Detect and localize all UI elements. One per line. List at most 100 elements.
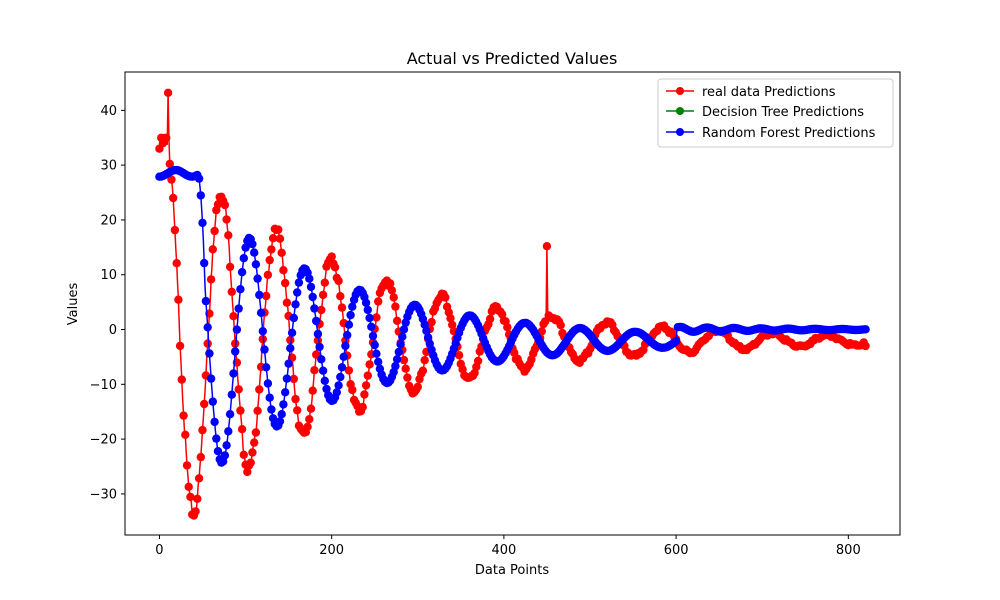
random-forest-series-point — [372, 349, 381, 358]
x-axis-label: Data Points — [475, 563, 549, 578]
real-data-series-point — [275, 234, 285, 243]
real-data-series-point — [374, 297, 383, 306]
random-forest-series-point — [250, 248, 259, 257]
random-forest-series-point — [265, 393, 274, 402]
random-forest-series-point — [212, 434, 221, 443]
real-data-series-point — [274, 225, 283, 234]
real-data-series-point — [313, 336, 323, 345]
random-forest-series-point — [363, 305, 372, 315]
random-forest-series-point — [222, 441, 231, 450]
real-data-series-point — [413, 382, 422, 392]
real-data-series-point — [473, 356, 483, 366]
real-data-series-point — [485, 314, 495, 324]
x-tick-label: 0 — [155, 543, 163, 558]
random-forest-series-point — [396, 340, 405, 349]
real-data-series-point — [222, 215, 231, 224]
real-data-series-point — [174, 295, 183, 304]
random-forest-series-point — [392, 355, 402, 364]
real-data-series-point — [391, 302, 400, 311]
random-forest-series-point — [332, 388, 341, 397]
real-data-series-point — [503, 323, 512, 332]
random-forest-series-point — [671, 336, 681, 346]
random-forest-series-point — [398, 332, 407, 341]
random-forest-series-point — [231, 347, 240, 356]
real-data-series-point — [327, 252, 336, 261]
legend-label-random-forest: Random Forest Predictions — [702, 126, 876, 141]
real-data-series-point — [167, 175, 176, 184]
random-forest-series-point — [294, 278, 304, 287]
random-forest-series-point — [251, 260, 261, 269]
random-forest-series-point — [370, 340, 379, 350]
legend-marker-random-forest — [676, 128, 684, 136]
random-forest-series-point — [281, 388, 290, 397]
random-forest-series-point — [334, 381, 343, 390]
x-tick-label: 600 — [664, 543, 689, 558]
real-data-series-point — [229, 312, 238, 321]
random-forest-series-point — [258, 327, 267, 336]
legend-marker-decision-tree — [676, 107, 684, 115]
y-tick-label: −30 — [90, 487, 117, 502]
random-forest-series-point — [248, 239, 257, 249]
real-data-series-point — [336, 292, 345, 301]
real-data-series-point — [265, 255, 274, 265]
random-forest-series-point — [344, 320, 354, 329]
real-data-series-point — [279, 266, 288, 275]
random-forest-series-point — [374, 357, 383, 366]
real-data-series-point — [365, 360, 374, 369]
random-forest-series-point — [277, 410, 286, 419]
random-forest-series-point — [267, 405, 276, 414]
real-data-series-point — [448, 320, 457, 329]
random-forest-series-point — [306, 282, 316, 292]
random-forest-series-point — [194, 174, 204, 183]
random-forest-series-point — [224, 427, 233, 436]
x-tick-label: 400 — [491, 543, 516, 558]
real-data-series-point — [454, 351, 464, 360]
real-data-series-point — [372, 313, 381, 322]
real-data-series-point — [225, 262, 235, 272]
real-data-series-point — [208, 245, 217, 254]
random-forest-series-point — [225, 410, 235, 419]
real-data-series-point — [243, 467, 252, 477]
x-tick-label: 200 — [319, 543, 344, 558]
random-forest-series-point — [213, 447, 223, 456]
x-axis-ticks: 0 200 400 600 800 — [155, 535, 861, 558]
random-forest-series-point — [313, 329, 323, 339]
random-forest-series-point — [336, 372, 345, 382]
real-data-series-point — [427, 317, 436, 327]
random-forest-series-point — [263, 379, 273, 388]
random-forest-series-point — [318, 366, 328, 375]
real-data-series-point — [403, 373, 412, 382]
legend-entry-decision-tree: Decision Tree Predictions — [666, 105, 864, 120]
real-data-series-point — [196, 452, 205, 462]
real-data-series-point — [337, 303, 347, 312]
real-data-series-point — [224, 231, 233, 240]
real-data-series-point — [392, 316, 402, 325]
random-forest-series-point — [205, 349, 214, 358]
real-data-series-point — [510, 348, 519, 357]
random-forest-series-point — [341, 341, 350, 351]
legend-marker-real-data — [676, 87, 684, 95]
real-data-series-point — [234, 385, 243, 394]
real-data-series-point — [308, 386, 317, 395]
real-data-series-point — [220, 200, 230, 210]
random-forest-series-point — [220, 451, 230, 460]
real-data-series-point — [177, 375, 186, 384]
y-axis-label: Values — [66, 283, 81, 326]
real-data-series-point — [420, 356, 429, 365]
real-data-series-point — [330, 263, 340, 272]
real-data-series-point — [246, 458, 255, 467]
random-forest-series-point — [339, 352, 348, 361]
y-tick-label: −10 — [90, 378, 117, 393]
y-tick-label: 0 — [109, 323, 117, 338]
random-forest-series-point — [229, 369, 238, 378]
random-forest-series-point — [232, 325, 242, 334]
real-data-series-point — [399, 355, 409, 365]
real-data-series-point — [556, 321, 565, 330]
random-forest-series-point — [239, 254, 248, 263]
random-forest-series-point — [312, 316, 321, 326]
random-forest-series-point — [227, 390, 236, 399]
real-data-series-point — [277, 248, 286, 257]
random-forest-series-point — [315, 342, 324, 352]
real-data-series-point — [181, 430, 190, 439]
real-data-series-point — [236, 406, 245, 415]
